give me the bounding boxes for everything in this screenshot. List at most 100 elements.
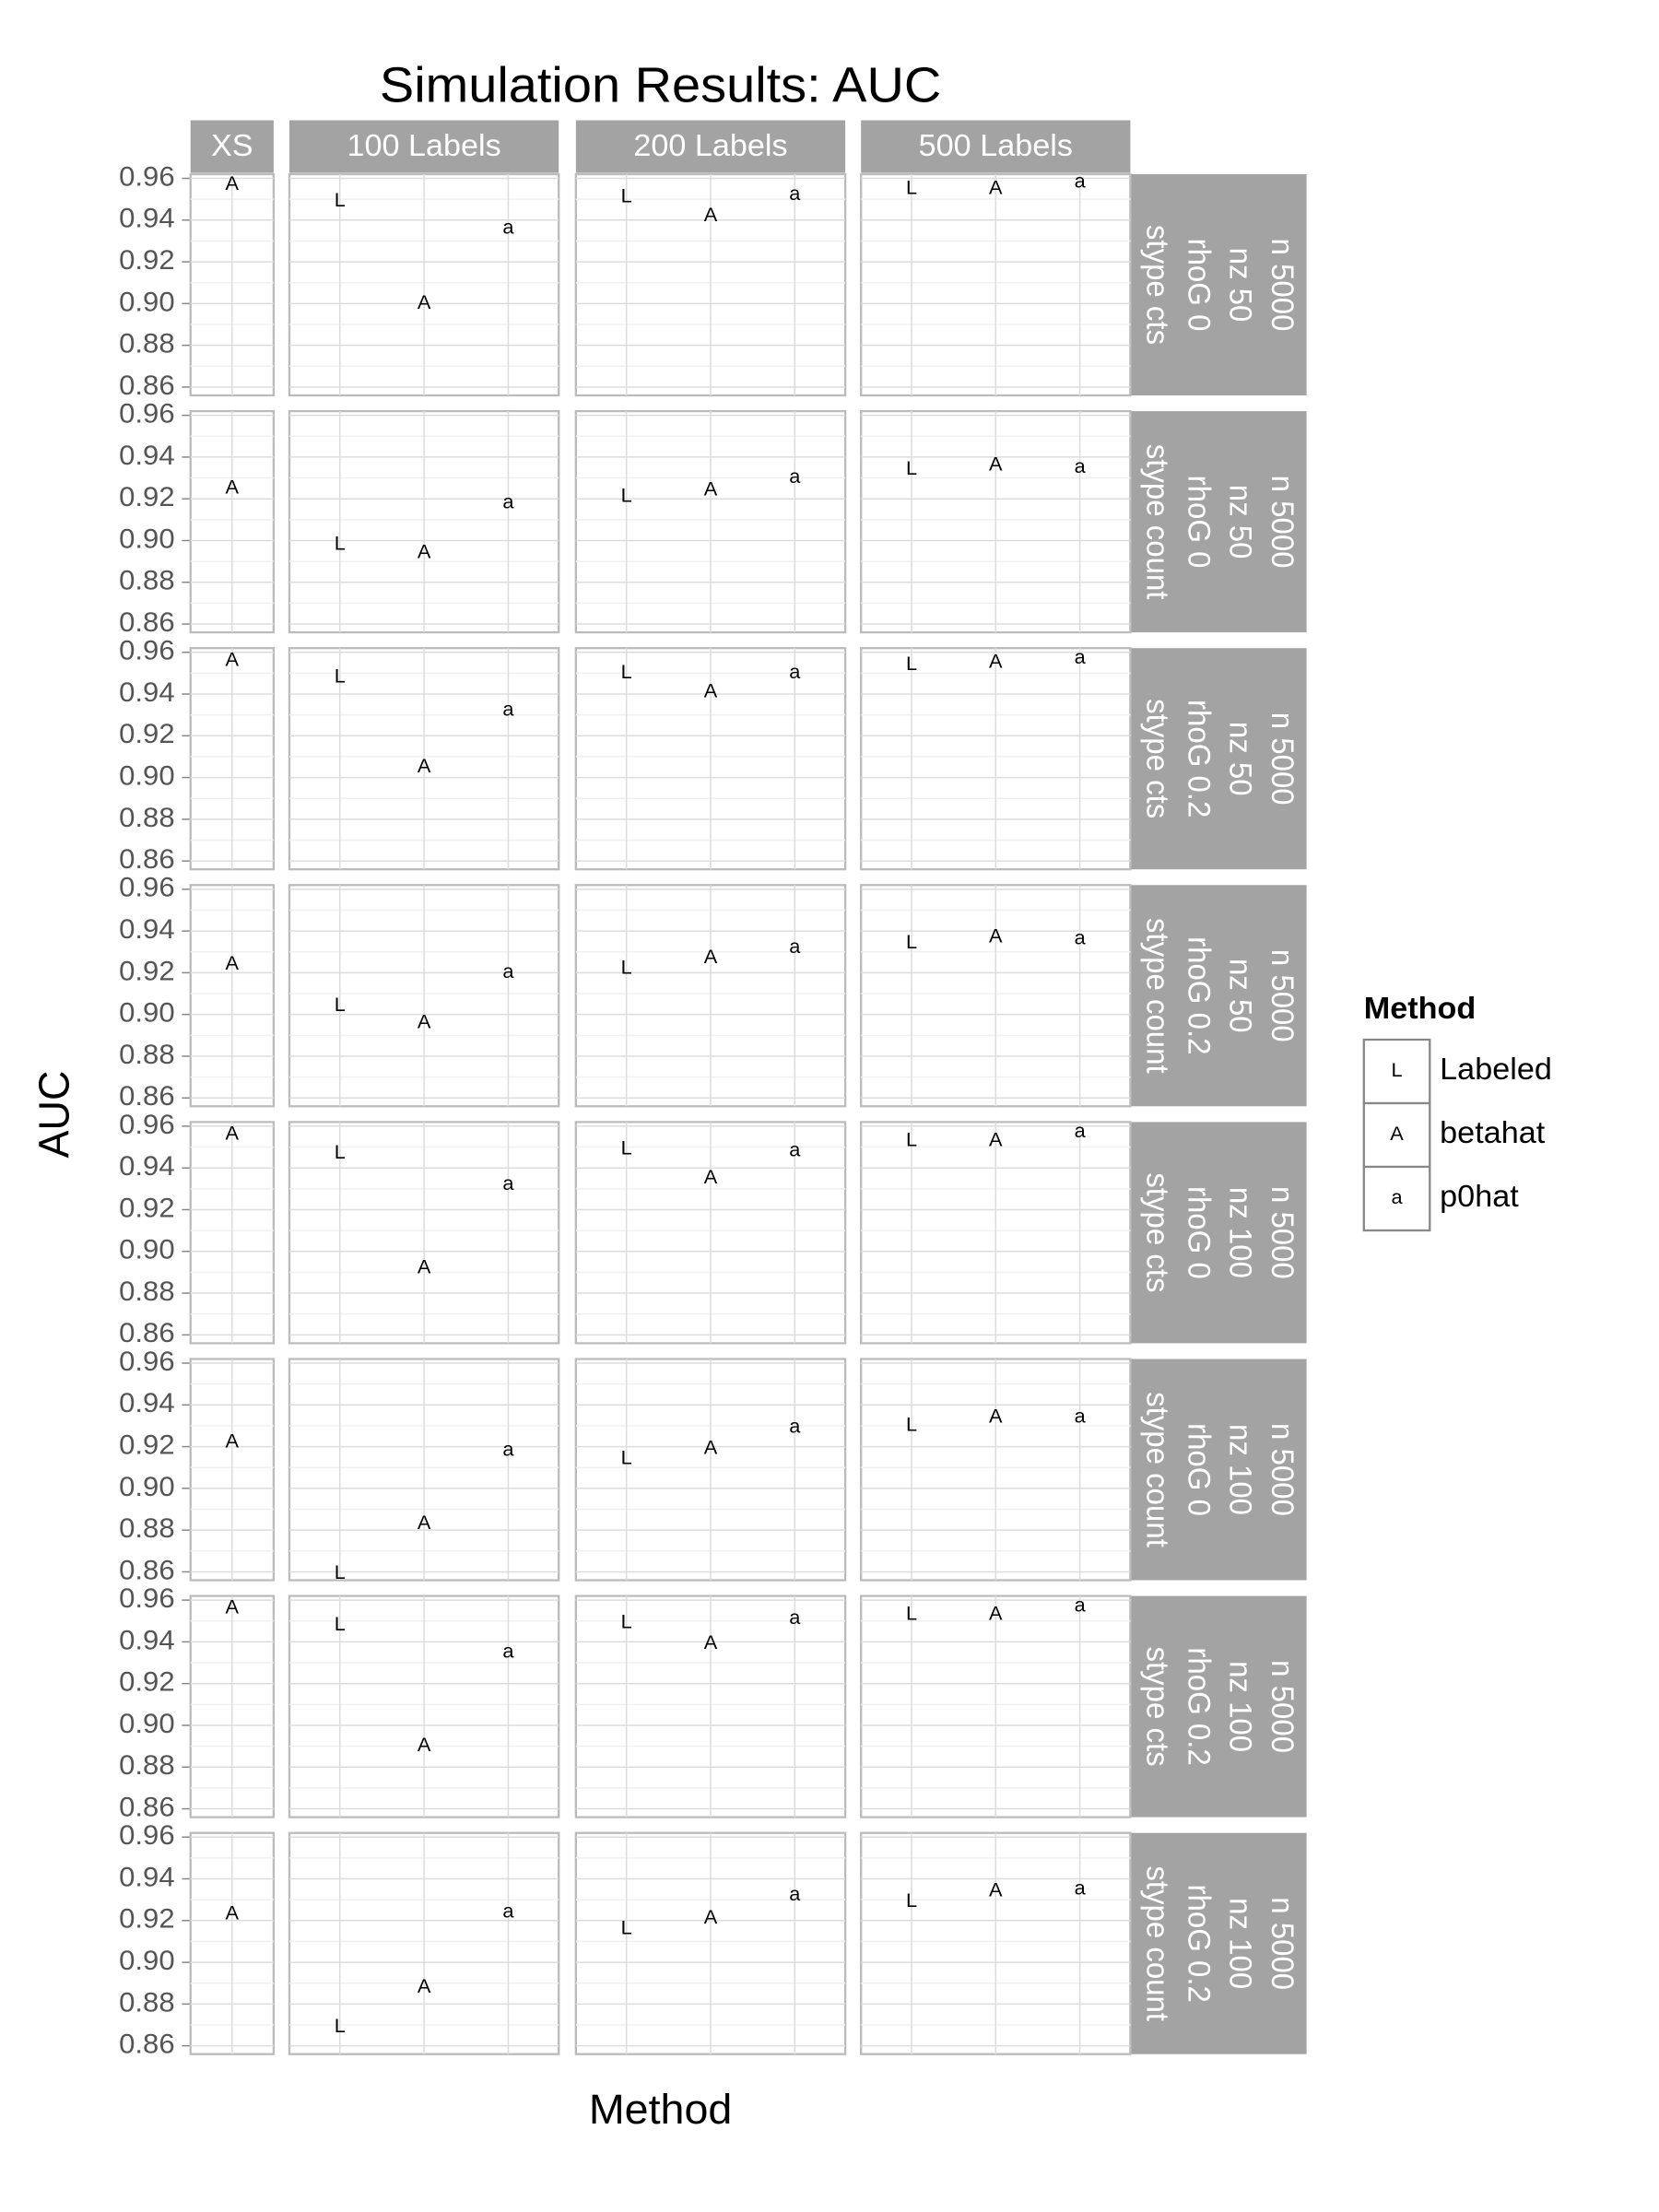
row-strip-label: rhoG 0.2 [1182,1885,1217,2003]
y-tick-label: 0.96 [119,1820,174,1851]
y-tick-label: 0.94 [119,1151,174,1182]
legend-label: betahat [1440,1117,1546,1150]
point: A [418,1975,431,1997]
point: A [704,1906,718,1928]
row-strip [1130,648,1307,870]
y-tick-label: 0.88 [119,1750,174,1781]
column-strip [575,120,846,173]
point: L [906,1414,917,1436]
row-strip-label: stype cts [1139,1647,1174,1767]
row-strip-label: n 5000 [1265,712,1300,806]
x-axis-label: Method [589,2087,733,2133]
point: A [418,1512,431,1534]
point: A [989,177,1003,199]
point: L [335,1562,346,1584]
row-strip-label: nz 50 [1223,248,1258,323]
row-strip-label: stype cts [1139,1172,1174,1292]
y-tick-label: 0.96 [119,1583,174,1614]
row-strip-label: stype count [1139,918,1174,1074]
y-tick-label: 0.90 [119,760,174,791]
y-tick-label: 0.92 [119,1903,174,1934]
point: L [621,1917,632,1939]
legend-key [1362,1101,1431,1169]
y-tick-label: 0.90 [119,524,174,554]
y-tick-label: 0.88 [119,565,174,595]
point: A [226,1902,240,1924]
y-tick-label: 0.94 [119,1862,174,1892]
y-tick-label: 0.94 [119,440,174,470]
point: A [704,680,718,702]
column-strip-label: 500 Labels [919,130,1073,163]
point: a [502,1900,513,1923]
column-strip-label: 200 Labels [633,130,787,163]
y-tick-label: 0.96 [119,1109,174,1139]
legend-label: Labeled [1440,1053,1552,1087]
y-tick-label: 0.86 [119,844,174,875]
row-strip-label: stype count [1139,444,1174,600]
row-strip-label: n 5000 [1265,1660,1300,1753]
point: A [989,1879,1003,1901]
row-strip-label: nz 100 [1223,1424,1258,1515]
y-tick-label: 0.88 [119,1987,174,2018]
point: A [704,1632,718,1654]
point: L [335,533,346,555]
row-strip-label: n 5000 [1265,949,1300,1042]
point: L [621,485,632,507]
column-strip [288,120,559,173]
y-tick-label: 0.88 [119,802,174,832]
point: L [335,665,346,688]
legend-key [1362,1038,1431,1105]
y-tick-label: 0.88 [119,1276,174,1306]
legend-title: Method [1364,993,1477,1026]
legend-key [1362,1165,1431,1232]
point: A [418,541,431,563]
row-strip-label: nz 100 [1223,1187,1258,1278]
y-tick-label: 0.86 [119,370,174,400]
point: a [789,183,800,206]
row-strip-label: n 5000 [1265,1423,1300,1516]
row-strip-label: rhoG 0 [1182,476,1217,569]
row-strip-label: nz 100 [1223,1898,1258,1989]
y-tick-label: 0.86 [119,606,174,637]
point: A [704,204,718,226]
row-strip-label: nz 50 [1223,959,1258,1033]
point: A [989,1603,1003,1625]
point: a [789,1884,800,1906]
row-strip [1130,174,1307,395]
y-tick-label: 0.96 [119,398,174,429]
point: a [1075,455,1086,477]
row-strip-label: stype count [1139,1865,1174,2021]
point: A [704,946,718,968]
row-strip-label: stype count [1139,1392,1174,1547]
y-tick-label: 0.94 [119,677,174,707]
row-strip-label: nz 50 [1223,485,1258,559]
point: L [906,1889,917,1912]
point: A [226,172,240,194]
point: a [789,935,800,958]
row-strip [1130,1359,1307,1581]
point: A [704,1166,718,1188]
row-strip-label: stype cts [1139,225,1174,345]
y-tick-label: 0.92 [119,1193,174,1223]
point: A [418,755,431,777]
legend-symbol: A [1390,1123,1404,1145]
y-tick-label: 0.86 [119,1555,174,1585]
row-strip [1130,1122,1307,1344]
row-strip-label: nz 50 [1223,722,1258,796]
point: a [1075,1121,1086,1143]
point: a [502,699,513,721]
y-tick-label: 0.94 [119,203,174,233]
point: a [502,1172,513,1194]
row-strip-label: n 5000 [1265,476,1300,569]
point: L [906,1129,917,1151]
point: a [789,465,800,488]
point: A [418,1011,431,1033]
legend-symbol: L [1391,1059,1402,1081]
row-strip-label: n 5000 [1265,1186,1300,1279]
y-tick-label: 0.86 [119,1081,174,1112]
point: L [621,1611,632,1633]
point: L [621,957,632,979]
y-tick-label: 0.90 [119,1708,174,1738]
point: A [989,1129,1003,1151]
